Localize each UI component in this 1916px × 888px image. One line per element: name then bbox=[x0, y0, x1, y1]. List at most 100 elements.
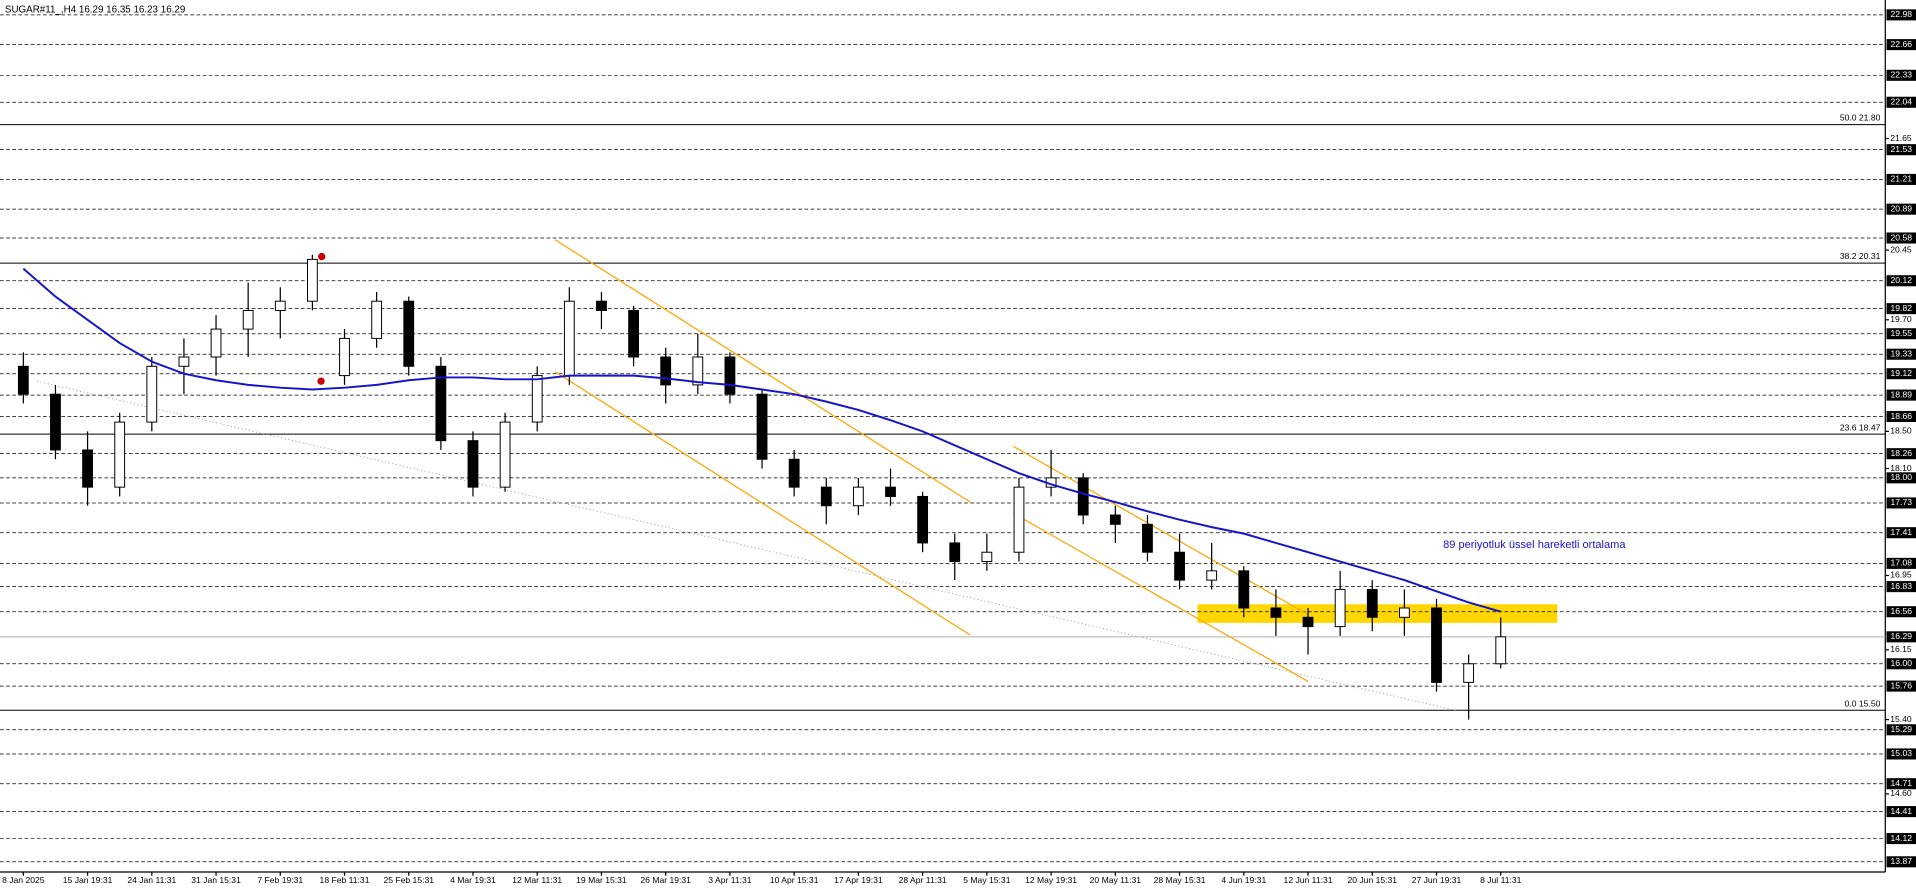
level-label: 20.58 bbox=[1891, 232, 1913, 242]
candle-body bbox=[1495, 636, 1507, 665]
level-label: 18.89 bbox=[1891, 389, 1913, 399]
level-label-box bbox=[1886, 658, 1916, 670]
y-tick-label: 18.50 bbox=[1890, 426, 1912, 436]
x-tick-label: 7 Feb 19:31 bbox=[257, 875, 303, 885]
level-label: 22.66 bbox=[1891, 39, 1913, 49]
level-label: 16.56 bbox=[1891, 606, 1913, 616]
level-label: 15.76 bbox=[1891, 680, 1913, 690]
level-label-box bbox=[1886, 748, 1916, 760]
level-label-box bbox=[1886, 856, 1916, 868]
x-tick-label: 20 Jun 15:31 bbox=[1347, 875, 1397, 885]
candle-body bbox=[1334, 588, 1346, 628]
level-label: 13.87 bbox=[1891, 856, 1913, 866]
x-tick-label: 12 Jun 11:31 bbox=[1284, 875, 1333, 885]
x-tick-label: 28 May 15:31 bbox=[1154, 875, 1206, 885]
y-tick-label: 21.65 bbox=[1890, 133, 1912, 143]
level-label: 22.98 bbox=[1891, 9, 1913, 19]
y-tick-label: 15.40 bbox=[1890, 714, 1912, 724]
level-label-box bbox=[1886, 275, 1916, 287]
level-label-box bbox=[1886, 472, 1916, 484]
bid-label-box bbox=[1886, 631, 1916, 643]
fib-label: 38.2 20.31 bbox=[1840, 251, 1881, 261]
level-label: 19.12 bbox=[1891, 368, 1913, 378]
x-tick-label: 10 Apr 15:31 bbox=[770, 875, 819, 885]
candle-body bbox=[724, 356, 736, 395]
x-tick-label: 18 Feb 11:31 bbox=[320, 875, 370, 885]
level-label: 14.71 bbox=[1891, 778, 1913, 788]
level-label-box bbox=[1886, 833, 1916, 845]
candle-body bbox=[820, 486, 832, 507]
candle-body bbox=[756, 393, 768, 460]
level-label-box bbox=[1886, 203, 1916, 215]
level-label: 17.08 bbox=[1891, 558, 1913, 568]
level-label-box bbox=[1886, 368, 1916, 380]
level-label: 17.73 bbox=[1891, 497, 1913, 507]
candle-body bbox=[178, 356, 190, 367]
level-label: 15.03 bbox=[1891, 748, 1913, 758]
level-label-box bbox=[1886, 69, 1916, 81]
candle-body bbox=[628, 310, 639, 358]
annotation: 89 periyotluk üssel hareketli ortalama bbox=[1443, 539, 1626, 551]
level-label: 20.89 bbox=[1891, 203, 1913, 213]
marker bbox=[317, 377, 325, 385]
x-tick-label: 27 Jun 19:31 bbox=[1412, 875, 1462, 885]
candle-body bbox=[596, 300, 607, 312]
ema-line bbox=[22, 267, 1502, 613]
candle-body bbox=[17, 365, 29, 395]
level-label-box bbox=[1886, 724, 1916, 736]
candle-body bbox=[114, 421, 126, 488]
candle-body bbox=[1302, 616, 1314, 628]
candle-body bbox=[852, 486, 864, 507]
level-label: 19.82 bbox=[1891, 303, 1913, 313]
level-label: 18.00 bbox=[1891, 472, 1913, 482]
candle-body bbox=[306, 258, 318, 302]
candle-body bbox=[660, 356, 672, 386]
candle-body bbox=[1238, 570, 1250, 609]
candle-body bbox=[210, 328, 222, 358]
level-label-box bbox=[1886, 527, 1916, 539]
candle-body bbox=[403, 300, 415, 367]
level-label: 22.04 bbox=[1891, 97, 1913, 107]
candle-body bbox=[274, 300, 286, 312]
level-label-box bbox=[1886, 410, 1916, 423]
x-tick-label: 19 Mar 15:31 bbox=[576, 875, 627, 885]
candle-body bbox=[242, 310, 254, 330]
x-tick-label: 8 Jul 11:31 bbox=[1480, 875, 1522, 885]
level-label: 15.29 bbox=[1891, 724, 1913, 734]
candle-body bbox=[1109, 514, 1121, 525]
level-label-box bbox=[1886, 173, 1916, 185]
level-label-box bbox=[1886, 389, 1916, 401]
level-label: 22.33 bbox=[1891, 70, 1913, 80]
level-label: 14.12 bbox=[1891, 833, 1913, 843]
level-label-box bbox=[1886, 144, 1916, 156]
level-label: 19.33 bbox=[1891, 348, 1913, 358]
x-tick-label: 31 Jan 15:31 bbox=[191, 875, 241, 885]
y-tick-label: 16.95 bbox=[1890, 570, 1912, 580]
x-tick-label: 25 Feb 15:31 bbox=[383, 875, 434, 885]
level-label-box bbox=[1886, 448, 1916, 460]
level-label-box bbox=[1886, 806, 1916, 818]
candle-body bbox=[146, 365, 158, 423]
candle-body bbox=[371, 300, 383, 339]
level-label: 20.12 bbox=[1891, 275, 1913, 285]
candle-body bbox=[50, 393, 61, 451]
x-tick-label: 17 Apr 19:31 bbox=[834, 875, 883, 885]
x-tick-label: 4 Mar 19:31 bbox=[450, 875, 496, 885]
candle-body bbox=[531, 375, 543, 423]
candle-body bbox=[1463, 663, 1475, 683]
x-tick-label: 12 May 19:31 bbox=[1025, 875, 1077, 885]
candle-body bbox=[499, 421, 511, 488]
x-tick-label: 8 Jan 2025 bbox=[2, 875, 45, 885]
channel-line bbox=[554, 371, 971, 636]
level-label: 17.41 bbox=[1891, 527, 1913, 537]
y-tick-label: 20.45 bbox=[1890, 244, 1912, 254]
x-tick-label: 28 Apr 11:31 bbox=[899, 875, 947, 885]
candle-body bbox=[788, 458, 800, 488]
x-tick-label: 5 May 15:31 bbox=[963, 875, 1010, 885]
level-label-box bbox=[1886, 96, 1916, 108]
candle-body bbox=[339, 337, 350, 377]
level-label: 21.53 bbox=[1891, 144, 1913, 154]
candle-body bbox=[1077, 477, 1089, 516]
candle-body bbox=[563, 300, 575, 377]
